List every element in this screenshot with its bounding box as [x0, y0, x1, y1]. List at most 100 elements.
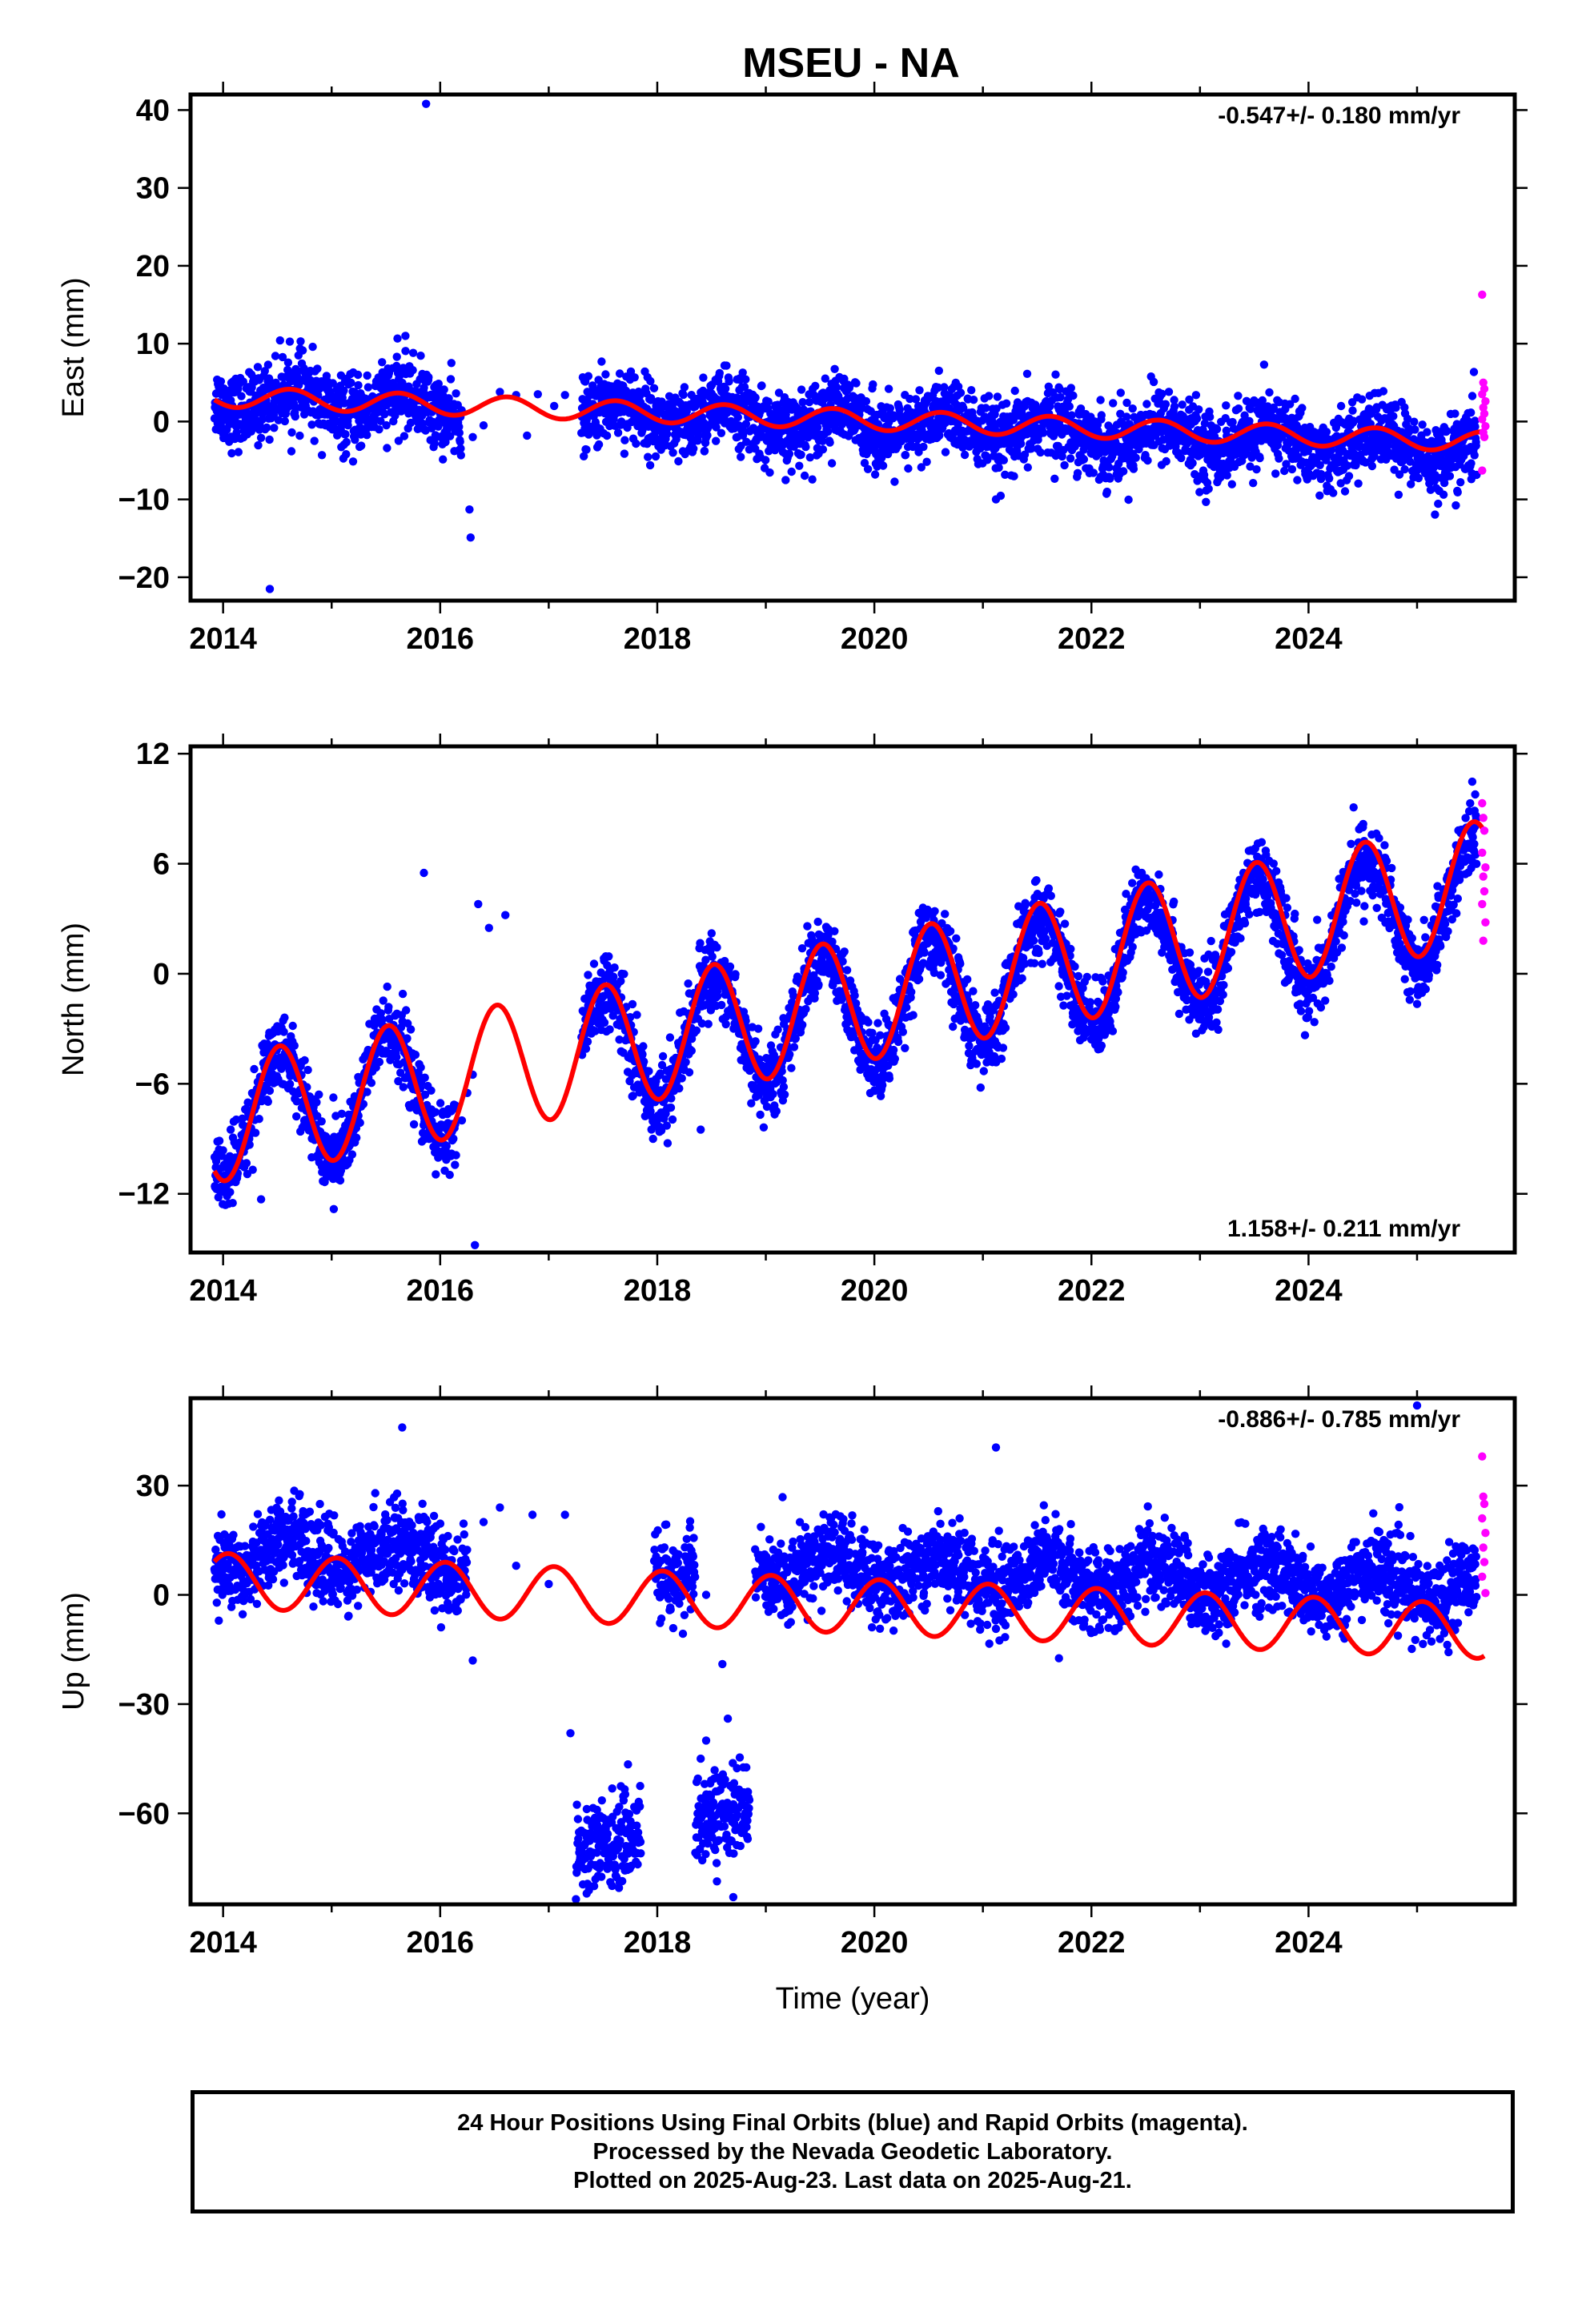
final-orbit-point [287, 428, 296, 437]
final-orbit-point [895, 405, 904, 414]
final-orbit-point [1367, 461, 1377, 471]
final-orbit-point [604, 952, 613, 961]
final-orbit-point [1149, 377, 1158, 387]
final-orbit-point [628, 999, 637, 1009]
final-orbit-point [840, 374, 849, 384]
final-orbit-point [967, 386, 976, 395]
final-orbit-point [271, 378, 280, 388]
final-orbit-point [384, 1003, 393, 1011]
final-orbit-point [239, 377, 247, 386]
x-tick-label: 2014 [189, 622, 257, 656]
final-orbit-point [687, 1046, 696, 1055]
final-orbit-point [1058, 452, 1066, 461]
final-orbit-point [1204, 485, 1213, 493]
final-orbit-point [860, 459, 869, 468]
final-orbit-point [1343, 461, 1352, 470]
final-orbit-point [1002, 399, 1011, 408]
final-orbit-point [1411, 425, 1419, 434]
final-orbit-point [1410, 417, 1419, 426]
final-orbit-point [329, 1093, 338, 1102]
final-orbit-point [406, 1025, 416, 1034]
final-orbit-point [441, 437, 450, 447]
final-orbit-point [1010, 386, 1019, 396]
final-orbit-point [1472, 441, 1480, 450]
final-orbit-point [251, 1128, 260, 1137]
final-orbit-point [1351, 460, 1360, 470]
final-orbit-point [992, 404, 1001, 413]
final-orbit-point [682, 407, 691, 416]
final-orbit-point [416, 352, 425, 360]
final-orbit-point [441, 428, 450, 438]
x-tick-label: 2022 [1058, 622, 1126, 656]
final-orbit-point [721, 384, 730, 393]
panel-east: 2014 2016 2018 2020 2022 2024403020100−10−20E… [57, 82, 1528, 656]
final-orbit-point [751, 393, 760, 402]
final-orbit-point [756, 1110, 765, 1120]
final-orbit-point [290, 1041, 299, 1050]
final-orbit-point [863, 464, 873, 473]
final-orbit-point [615, 369, 624, 378]
final-orbit-point [1325, 474, 1334, 483]
final-orbit-point [1329, 489, 1338, 497]
final-orbit-point [911, 395, 921, 404]
final-orbit-point [941, 448, 950, 456]
final-orbit-point [639, 1042, 648, 1051]
final-orbit-point [761, 456, 770, 464]
final-orbit-point [287, 447, 296, 456]
final-orbit-point [1191, 470, 1199, 479]
final-orbit-point [644, 452, 652, 461]
final-orbit-point [969, 396, 978, 404]
final-orbit-point [741, 420, 751, 428]
final-orbit-point [960, 450, 970, 460]
final-orbit-point [250, 1064, 259, 1074]
final-orbit-point [712, 436, 721, 445]
final-orbit-point [795, 461, 804, 470]
final-orbit-point [265, 585, 275, 593]
final-orbit-point [440, 385, 448, 394]
final-orbit-point [258, 415, 267, 424]
final-orbit-point [800, 471, 809, 480]
final-orbit-point [715, 368, 724, 378]
final-orbit-point [227, 448, 236, 458]
final-orbit-point [1234, 404, 1243, 413]
final-orbit-point [811, 381, 820, 391]
final-orbit-point [237, 392, 246, 400]
final-orbit-point [242, 1159, 251, 1168]
final-orbit-point [584, 372, 593, 380]
final-orbit-point [1336, 401, 1346, 411]
final-orbit-point [1122, 398, 1131, 408]
final-orbit-point [741, 375, 750, 384]
final-orbit-point [680, 383, 689, 392]
rapid-orbit-point [1479, 403, 1488, 412]
final-orbit-point [265, 1086, 275, 1096]
final-orbit-point [884, 384, 893, 393]
final-orbit-point [234, 448, 243, 456]
final-orbit-points [210, 777, 1481, 1250]
final-orbit-point [1315, 491, 1324, 500]
final-orbit-point [597, 357, 606, 366]
final-orbit-point [1317, 469, 1326, 479]
final-orbit-point [869, 380, 877, 389]
final-orbit-point [354, 380, 363, 390]
final-orbit-point [400, 432, 409, 440]
final-orbit-point [717, 428, 726, 437]
final-orbit-point [651, 452, 661, 461]
final-orbit-point [256, 433, 266, 442]
final-orbit-point [798, 398, 807, 407]
final-orbit-point [774, 388, 784, 397]
final-orbit-point [620, 449, 629, 458]
final-orbit-point [1069, 391, 1078, 400]
final-orbit-point [1400, 464, 1409, 474]
final-orbit-point [1246, 462, 1255, 471]
final-orbit-point [310, 436, 319, 445]
final-orbit-point [1119, 467, 1128, 476]
final-orbit-point [797, 450, 805, 459]
final-orbit-point [342, 450, 351, 459]
final-orbit-point [1097, 411, 1106, 420]
final-orbit-point [351, 436, 359, 444]
final-orbit-point [226, 1125, 235, 1134]
final-orbit-point [263, 1039, 272, 1048]
final-orbit-point [1067, 411, 1076, 420]
final-orbit-point [1065, 402, 1074, 411]
